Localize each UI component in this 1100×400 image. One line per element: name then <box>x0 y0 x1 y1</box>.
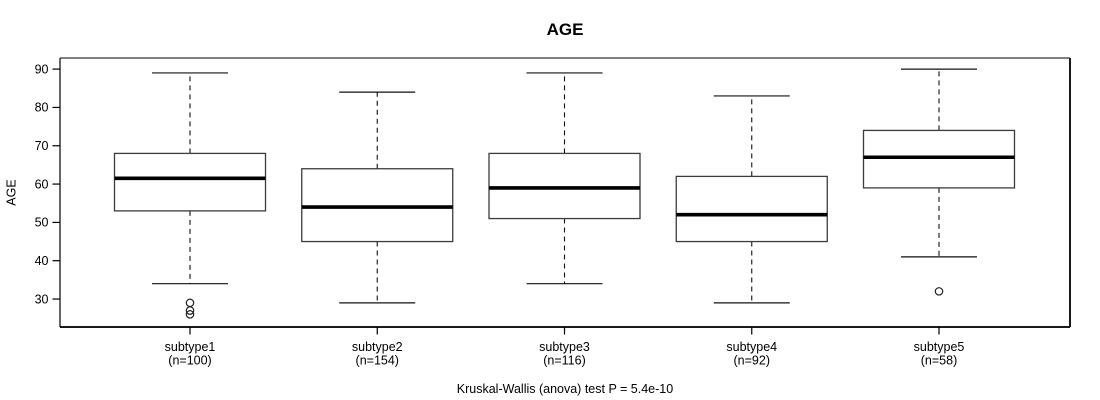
y-axis-title: AGE <box>5 179 19 205</box>
group-count-label: (n=154) <box>356 354 399 368</box>
boxplot-group-subtype4 <box>675 95 828 304</box>
chart-title: AGE <box>547 20 584 39</box>
group-count-label: (n=92) <box>734 354 770 368</box>
group-label: subtype3 <box>539 340 590 354</box>
group-count-label: (n=100) <box>168 354 211 368</box>
stat-test-caption: Kruskal-Wallis (anova) test P = 5.4e-10 <box>457 382 673 396</box>
boxplot-groups <box>113 68 1016 319</box>
iqr-box <box>301 168 454 243</box>
group-label: subtype4 <box>726 340 777 354</box>
group-count-label: (n=58) <box>921 354 957 368</box>
y-tick-label: 30 <box>35 292 49 306</box>
y-axis: 30 40 50 60 70 80 90 <box>35 62 60 306</box>
y-tick-label: 60 <box>35 177 49 191</box>
y-tick-label: 90 <box>35 62 49 76</box>
x-axis: subtype1(n=100)subtype2(n=154)subtype3(n… <box>165 327 965 368</box>
boxplot-group-subtype1 <box>113 72 267 319</box>
boxplot-group-subtype3 <box>488 72 641 285</box>
iqr-box <box>113 152 267 212</box>
outlier-point <box>934 287 944 296</box>
iqr-box <box>862 129 1016 189</box>
group-label: subtype2 <box>352 340 403 354</box>
group-label: subtype5 <box>914 340 965 354</box>
outlier-point <box>185 306 195 315</box>
boxplot-group-subtype5 <box>862 68 1016 296</box>
outlier-point <box>185 310 195 319</box>
boxplot-group-subtype2 <box>301 91 454 304</box>
y-tick-label: 80 <box>35 101 49 115</box>
group-label: subtype1 <box>165 340 216 354</box>
y-tick-label: 50 <box>35 216 49 230</box>
y-tick-label: 70 <box>35 139 49 153</box>
y-tick-label: 40 <box>35 254 49 268</box>
iqr-box <box>488 152 641 220</box>
group-count-label: (n=116) <box>543 354 586 368</box>
iqr-box <box>675 175 828 243</box>
